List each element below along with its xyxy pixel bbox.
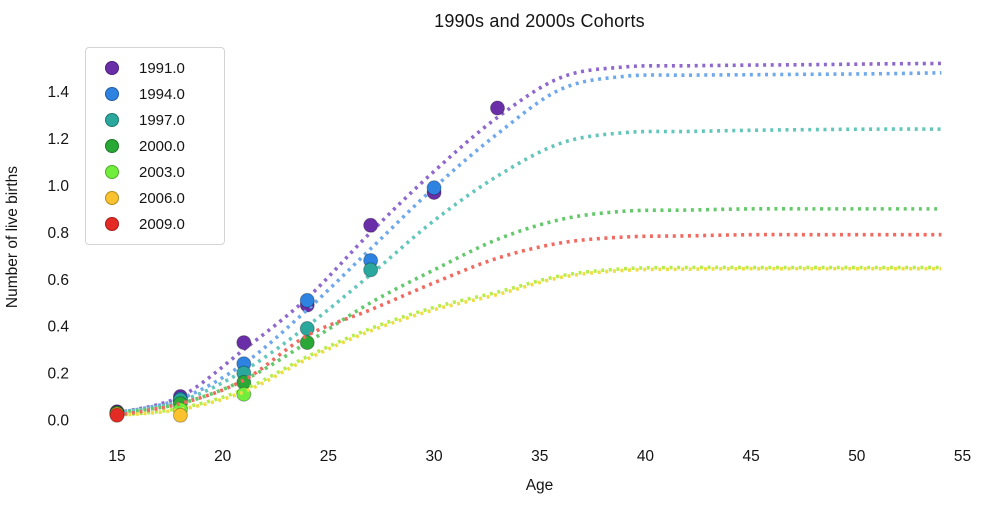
legend-marker-icon [105,217,119,231]
legend-label: 1994.0 [139,85,185,103]
legend-marker-icon [105,139,119,153]
legend-item: 1991.0 [98,55,214,81]
x-tick-label: 45 [743,448,760,465]
y-axis-label: Number of live births [4,165,21,309]
y-tick-label: 1.4 [47,84,69,101]
legend-marker-icon [105,87,119,101]
cohort-point-2006.0 [172,407,188,423]
legend: 1991.0 1994.0 1997.0 2000.0 2003.0 2006.0 2009… [85,47,225,245]
x-tick-label: 15 [108,448,125,465]
legend-marker-icon [105,61,119,75]
cohort-point-1994.0 [299,292,315,308]
y-tick-label: 1.2 [47,131,69,148]
x-tick-label: 55 [954,448,971,465]
cohort-point-2000.0 [299,335,315,351]
legend-label: 1997.0 [139,111,185,129]
y-tick-label: 0.2 [47,366,69,383]
legend-item: 2003.0 [98,159,214,185]
y-tick-label: 0.6 [47,272,69,289]
cohort-point-1997.0 [363,262,379,278]
x-tick-label: 40 [637,448,655,465]
cohort-point-2009.0 [109,407,125,423]
y-tick-label: 1.0 [47,178,69,195]
legend-label: 2006.0 [139,189,185,207]
legend-item: 2009.0 [98,211,214,237]
cohort-point-1994.0 [426,180,442,196]
cohort-curve-2006.0 [116,266,942,418]
cohort-point-1991.0 [236,335,252,351]
legend-item: 1997.0 [98,107,214,133]
y-tick-label: 0.4 [47,319,69,336]
cohort-curve-2000.0 [116,206,942,415]
cohort-curve-2009.0 [116,232,942,418]
legend-label: 2009.0 [139,215,185,233]
cohort-curve-1991.0 [116,61,942,415]
x-tick-label: 30 [425,448,443,465]
legend-marker-icon [105,191,119,205]
x-tick-label: 50 [848,448,866,465]
x-tick-label: 20 [214,448,232,465]
legend-item: 2006.0 [98,185,214,211]
legend-label: 1991.0 [139,59,185,77]
x-tick-label: 25 [320,448,337,465]
cohort-point-1991.0 [363,217,379,233]
chart-title: 1990s and 2000s Cohorts [434,11,645,31]
legend-item: 1994.0 [98,81,214,107]
legend-marker-icon [105,165,119,179]
legend-label: 2000.0 [139,137,185,155]
x-tick-label: 35 [531,448,548,465]
cohort-curve-2003.0 [116,265,942,418]
y-tick-label: 0.0 [47,413,69,430]
cohort-point-1991.0 [489,100,505,116]
legend-label: 2003.0 [139,163,185,181]
y-tick-label: 0.8 [47,225,69,242]
legend-marker-icon [105,113,119,127]
legend-item: 2000.0 [98,133,214,159]
x-axis-label: Age [525,477,554,494]
